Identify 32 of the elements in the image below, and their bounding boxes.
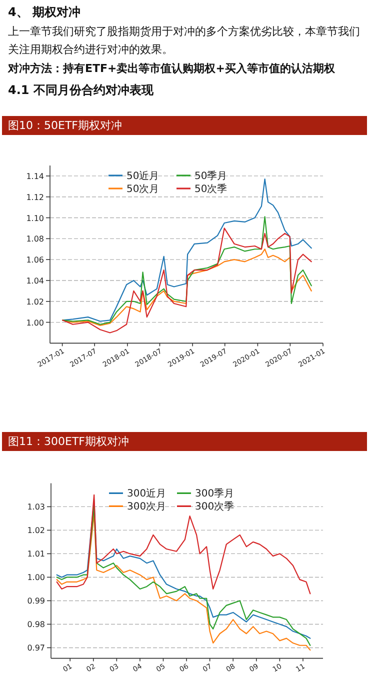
legend-label: 300次月: [127, 502, 166, 513]
line-series: [62, 178, 312, 322]
chart-title: 图11：300ETF期权对冲: [2, 432, 367, 451]
y-tick-label: 1.00: [27, 573, 45, 582]
y-tick-label: 0.98: [27, 620, 45, 630]
legend-label: 50次季: [194, 183, 228, 195]
text: 上一章节我们研究了股指期货用于对冲的多个方案优劣比较，本章节我们关注用期权合约进行对冲的效果。: [8, 24, 361, 58]
legend-label: 50次月: [126, 184, 160, 195]
y-tick-label: 1.14: [26, 172, 44, 181]
y-tick-label: 1.12: [26, 192, 44, 202]
y-tick-label: 1.08: [26, 234, 44, 244]
y-tick-label: 1.01: [27, 550, 45, 559]
line-series: [62, 228, 312, 334]
y-tick-label: 1.10: [26, 214, 44, 223]
legend-label: 300近月: [127, 488, 166, 500]
y-tick-label: 1.03: [27, 502, 45, 512]
text: 对冲方法：持有ETF+卖出等市值认购期权+买入等市值的认沽期权: [8, 61, 336, 77]
text: 4、 期权对冲: [8, 4, 82, 21]
legend-label: 50近月: [126, 170, 160, 182]
chart-title: 图10：50ETF期权对冲: [2, 116, 367, 135]
legend-label: 50季月: [194, 170, 228, 182]
y-tick-label: 1.04: [26, 276, 44, 286]
legend-label: 300季月: [195, 488, 234, 500]
y-tick-label: 1.00: [26, 318, 44, 328]
line-series: [62, 216, 312, 325]
y-tick-label: 0.99: [27, 596, 45, 606]
text: 4.1 不同月份合约对冲表现: [8, 82, 154, 99]
y-tick-label: 1.02: [27, 526, 45, 536]
legend-label: 300次季: [195, 500, 234, 513]
y-tick-label: 0.97: [27, 644, 45, 653]
y-tick-label: 1.06: [26, 256, 44, 265]
y-tick-label: 1.02: [26, 297, 44, 306]
